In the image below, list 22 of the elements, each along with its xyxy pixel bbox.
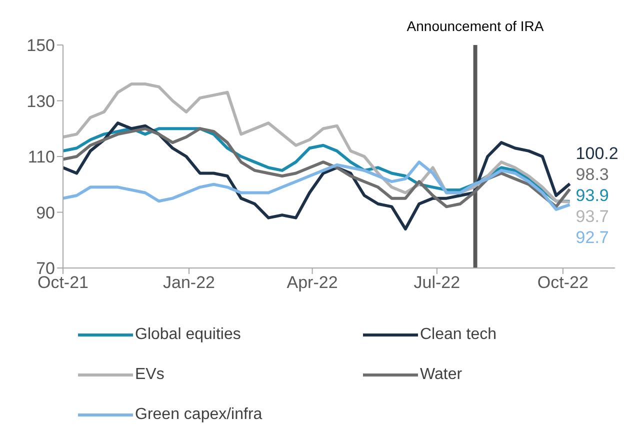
data-label: 98.3 xyxy=(576,165,609,185)
y-tick-label: 110 xyxy=(28,148,55,167)
y-tick-label: 90 xyxy=(36,203,55,222)
x-tick-label: Jul-22 xyxy=(414,273,460,292)
legend-label: Water xyxy=(420,366,462,384)
data-label: 93.7 xyxy=(576,207,609,227)
legend-label: Clean tech xyxy=(420,326,496,344)
legend-label: EVs xyxy=(135,366,164,384)
legend-label: Global equities xyxy=(135,326,241,344)
x-tick-label: Apr-22 xyxy=(286,273,338,292)
y-tick-label: 130 xyxy=(26,92,55,111)
x-tick-label: Oct-21 xyxy=(37,273,89,292)
data-label: 93.9 xyxy=(576,186,609,206)
legend-label: Green capex/infra xyxy=(135,406,262,424)
line-series xyxy=(63,160,572,211)
ref-line-label: Announcement of IRA xyxy=(406,18,544,34)
x-tick-label: Oct-22 xyxy=(537,273,588,292)
data-label: 100.2 xyxy=(576,144,618,164)
line-series xyxy=(63,122,572,230)
y-tick-label: 150 xyxy=(26,36,55,56)
x-tick-label: Jan-22 xyxy=(163,273,216,292)
data-label: 92.7 xyxy=(576,228,609,248)
